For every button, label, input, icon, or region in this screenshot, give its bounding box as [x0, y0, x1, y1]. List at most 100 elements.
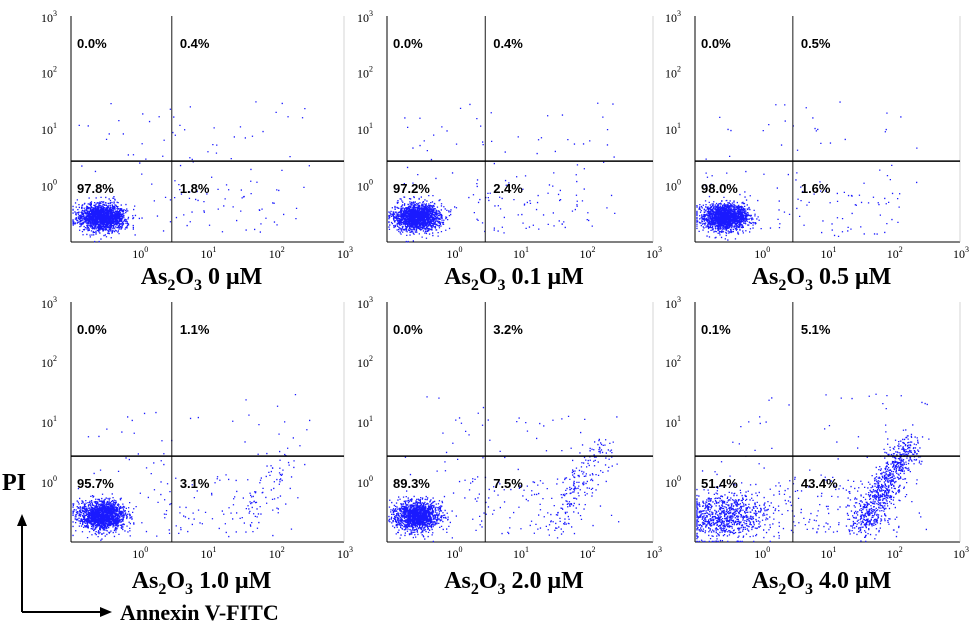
caption-o: O [786, 568, 805, 594]
quadrant-label-upper-right: 1.1% [180, 322, 210, 337]
quadrant-label-lower-left: 51.4% [701, 476, 738, 491]
y-tick-label: 103 [41, 9, 57, 25]
quadrant-label-upper-left: 0.0% [77, 36, 107, 51]
x-tick-label: 101 [201, 245, 217, 261]
y-axis-arrow-head [17, 514, 27, 526]
tick-exponent: 0 [53, 178, 57, 187]
tick-exponent: 1 [369, 121, 373, 130]
caption-as: As [444, 568, 471, 594]
caption-dose: 2.0 μM [506, 568, 584, 594]
tick-base: 10 [41, 356, 53, 370]
y-tick-label: 100 [665, 178, 681, 194]
dot-cloud [388, 396, 620, 543]
y-tick-label: 101 [357, 121, 373, 137]
tick-base: 10 [665, 67, 677, 81]
x-tick-label: 103 [953, 545, 969, 561]
x-tick-label: 102 [887, 245, 903, 261]
tick-exponent: 3 [965, 545, 969, 554]
x-tick-label: 100 [132, 245, 148, 261]
tick-exponent: 3 [677, 9, 681, 18]
event-dots [72, 394, 311, 541]
tick-base: 10 [754, 547, 766, 561]
tick-exponent: 2 [53, 65, 57, 74]
y-tick-label: 103 [357, 295, 373, 311]
tick-exponent: 0 [677, 474, 681, 483]
tick-base: 10 [754, 247, 766, 261]
tick-base: 10 [41, 180, 53, 194]
tick-base: 10 [357, 476, 369, 490]
tick-exponent: 0 [369, 178, 373, 187]
y-tick-label: 100 [357, 474, 373, 490]
y-tick-label: 102 [41, 354, 57, 370]
panel-caption: As2O3 0.5 μM [752, 264, 892, 294]
quadrant-label-upper-right: 0.5% [801, 36, 831, 51]
quadrant-label-lower-right: 3.1% [180, 476, 210, 491]
caption-as: As [752, 264, 779, 290]
quadrant-label-upper-left: 0.0% [701, 36, 731, 51]
caption-sub: 3 [185, 581, 193, 598]
caption-dose: 0.1 μM [506, 264, 584, 290]
caption-sub: 2 [471, 581, 479, 598]
tick-exponent: 3 [53, 295, 57, 304]
caption-as: As [444, 264, 471, 290]
tick-base: 10 [953, 547, 965, 561]
panel-caption: As2O3 1.0 μM [132, 568, 272, 598]
caption-dose: 0.5 μM [813, 264, 891, 290]
tick-base: 10 [953, 247, 965, 261]
panel-caption: As2O3 0.1 μM [444, 264, 584, 294]
tick-exponent: 3 [677, 295, 681, 304]
x-tick-label: 103 [953, 245, 969, 261]
x-tick-label: 100 [754, 245, 770, 261]
tick-base: 10 [665, 416, 677, 430]
tick-base: 10 [580, 247, 592, 261]
quadrant-label-upper-right: 3.2% [493, 322, 523, 337]
tick-exponent: 1 [53, 414, 57, 423]
dot-cloud [696, 101, 918, 241]
tick-exponent: 3 [349, 545, 353, 554]
tick-base: 10 [665, 11, 677, 25]
tick-exponent: 1 [369, 414, 373, 423]
tick-exponent: 3 [658, 245, 662, 254]
tick-base: 10 [201, 247, 213, 261]
tick-exponent: 0 [53, 474, 57, 483]
x-axis-label: Annexin V-FITC [120, 600, 279, 625]
caption-sub: 3 [498, 581, 506, 598]
tick-base: 10 [665, 297, 677, 311]
y-tick-label: 101 [357, 414, 373, 430]
tick-base: 10 [357, 11, 369, 25]
caption-o: O [479, 264, 498, 290]
y-tick-label: 102 [665, 354, 681, 370]
x-tick-label: 101 [513, 245, 529, 261]
x-tick-label: 100 [447, 545, 463, 561]
y-tick-label: 102 [665, 65, 681, 81]
tick-base: 10 [41, 297, 53, 311]
quadrant-label-upper-right: 0.4% [180, 36, 210, 51]
tick-base: 10 [646, 547, 658, 561]
tick-exponent: 3 [53, 9, 57, 18]
caption-dose: 0 μM [202, 264, 262, 290]
tick-exponent: 1 [213, 545, 217, 554]
tick-exponent: 0 [766, 545, 770, 554]
tick-base: 10 [41, 476, 53, 490]
tick-exponent: 2 [677, 354, 681, 363]
caption-sub: 2 [471, 277, 479, 294]
y-tick-label: 102 [41, 65, 57, 81]
tick-exponent: 3 [369, 295, 373, 304]
panel-caption: As2O3 0 μM [141, 264, 263, 294]
tick-base: 10 [41, 416, 53, 430]
tick-exponent: 0 [459, 545, 463, 554]
caption-dose: 1.0 μM [193, 568, 271, 594]
tick-base: 10 [269, 547, 281, 561]
quadrant-label-lower-left: 95.7% [77, 476, 114, 491]
tick-exponent: 0 [766, 245, 770, 254]
caption-sub: 3 [194, 277, 202, 294]
caption-sub: 2 [778, 277, 786, 294]
quadrant-label-upper-right: 0.4% [493, 36, 523, 51]
y-tick-label: 101 [41, 414, 57, 430]
tick-exponent: 2 [899, 545, 903, 554]
panel-caption: As2O3 4.0 μM [752, 568, 892, 598]
tick-base: 10 [337, 247, 349, 261]
